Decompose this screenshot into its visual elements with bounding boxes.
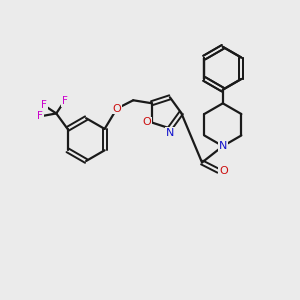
Text: F: F (41, 100, 47, 110)
Text: O: O (219, 166, 228, 176)
Text: N: N (219, 141, 227, 151)
Text: O: O (143, 118, 152, 128)
Text: O: O (112, 103, 121, 114)
Text: F: F (37, 111, 43, 122)
Text: F: F (62, 96, 68, 106)
Text: N: N (166, 128, 174, 138)
